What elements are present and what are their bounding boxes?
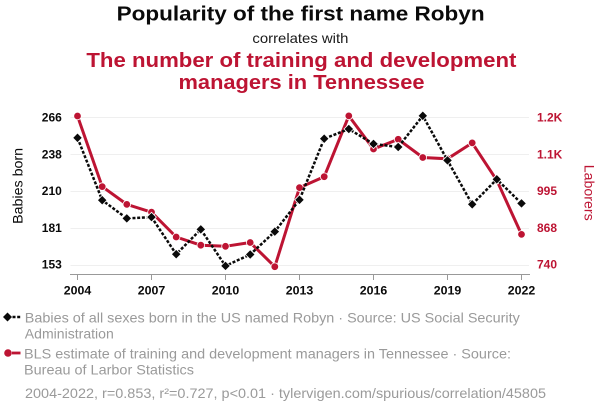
svg-text:2010: 2010 xyxy=(212,284,240,298)
svg-text:181: 181 xyxy=(42,221,62,235)
svg-text:Administration: Administration xyxy=(25,327,114,342)
svg-text:2022: 2022 xyxy=(508,284,536,298)
svg-text:210: 210 xyxy=(42,184,62,198)
svg-text:Babies born: Babies born xyxy=(10,148,25,224)
svg-text:BLS estimate of training and d: BLS estimate of training and development… xyxy=(24,347,511,362)
svg-text:266: 266 xyxy=(42,111,62,125)
svg-text:153: 153 xyxy=(42,258,62,272)
svg-text:238: 238 xyxy=(42,147,62,161)
svg-text:Popularity of the first name R: Popularity of the first name Robyn xyxy=(117,4,485,26)
svg-text:managers in Tennessee: managers in Tennessee xyxy=(179,72,425,94)
svg-text:1.1K: 1.1K xyxy=(537,147,563,161)
svg-text:868: 868 xyxy=(537,221,557,235)
svg-text:2004-2022, r=0.853, r²=0.727,: 2004-2022, r=0.853, r²=0.727, p<0.01 · t… xyxy=(25,386,546,401)
svg-text:Babies of all sexes born in th: Babies of all sexes born in the US named… xyxy=(25,310,520,325)
svg-text:Laborers: Laborers xyxy=(582,165,597,221)
svg-text:740: 740 xyxy=(537,258,557,272)
svg-text:Bureau of Larbor Statistics: Bureau of Larbor Statistics xyxy=(24,363,194,378)
svg-text:2016: 2016 xyxy=(360,284,388,298)
svg-text:2004: 2004 xyxy=(64,284,92,298)
svg-text:995: 995 xyxy=(537,184,557,198)
svg-text:2019: 2019 xyxy=(434,284,462,298)
svg-text:1.2K: 1.2K xyxy=(537,111,563,125)
svg-text:correlates with: correlates with xyxy=(252,31,348,46)
svg-text:The number of training and dev: The number of training and development xyxy=(86,50,516,72)
svg-text:2013: 2013 xyxy=(286,284,314,298)
svg-text:2007: 2007 xyxy=(138,284,166,298)
